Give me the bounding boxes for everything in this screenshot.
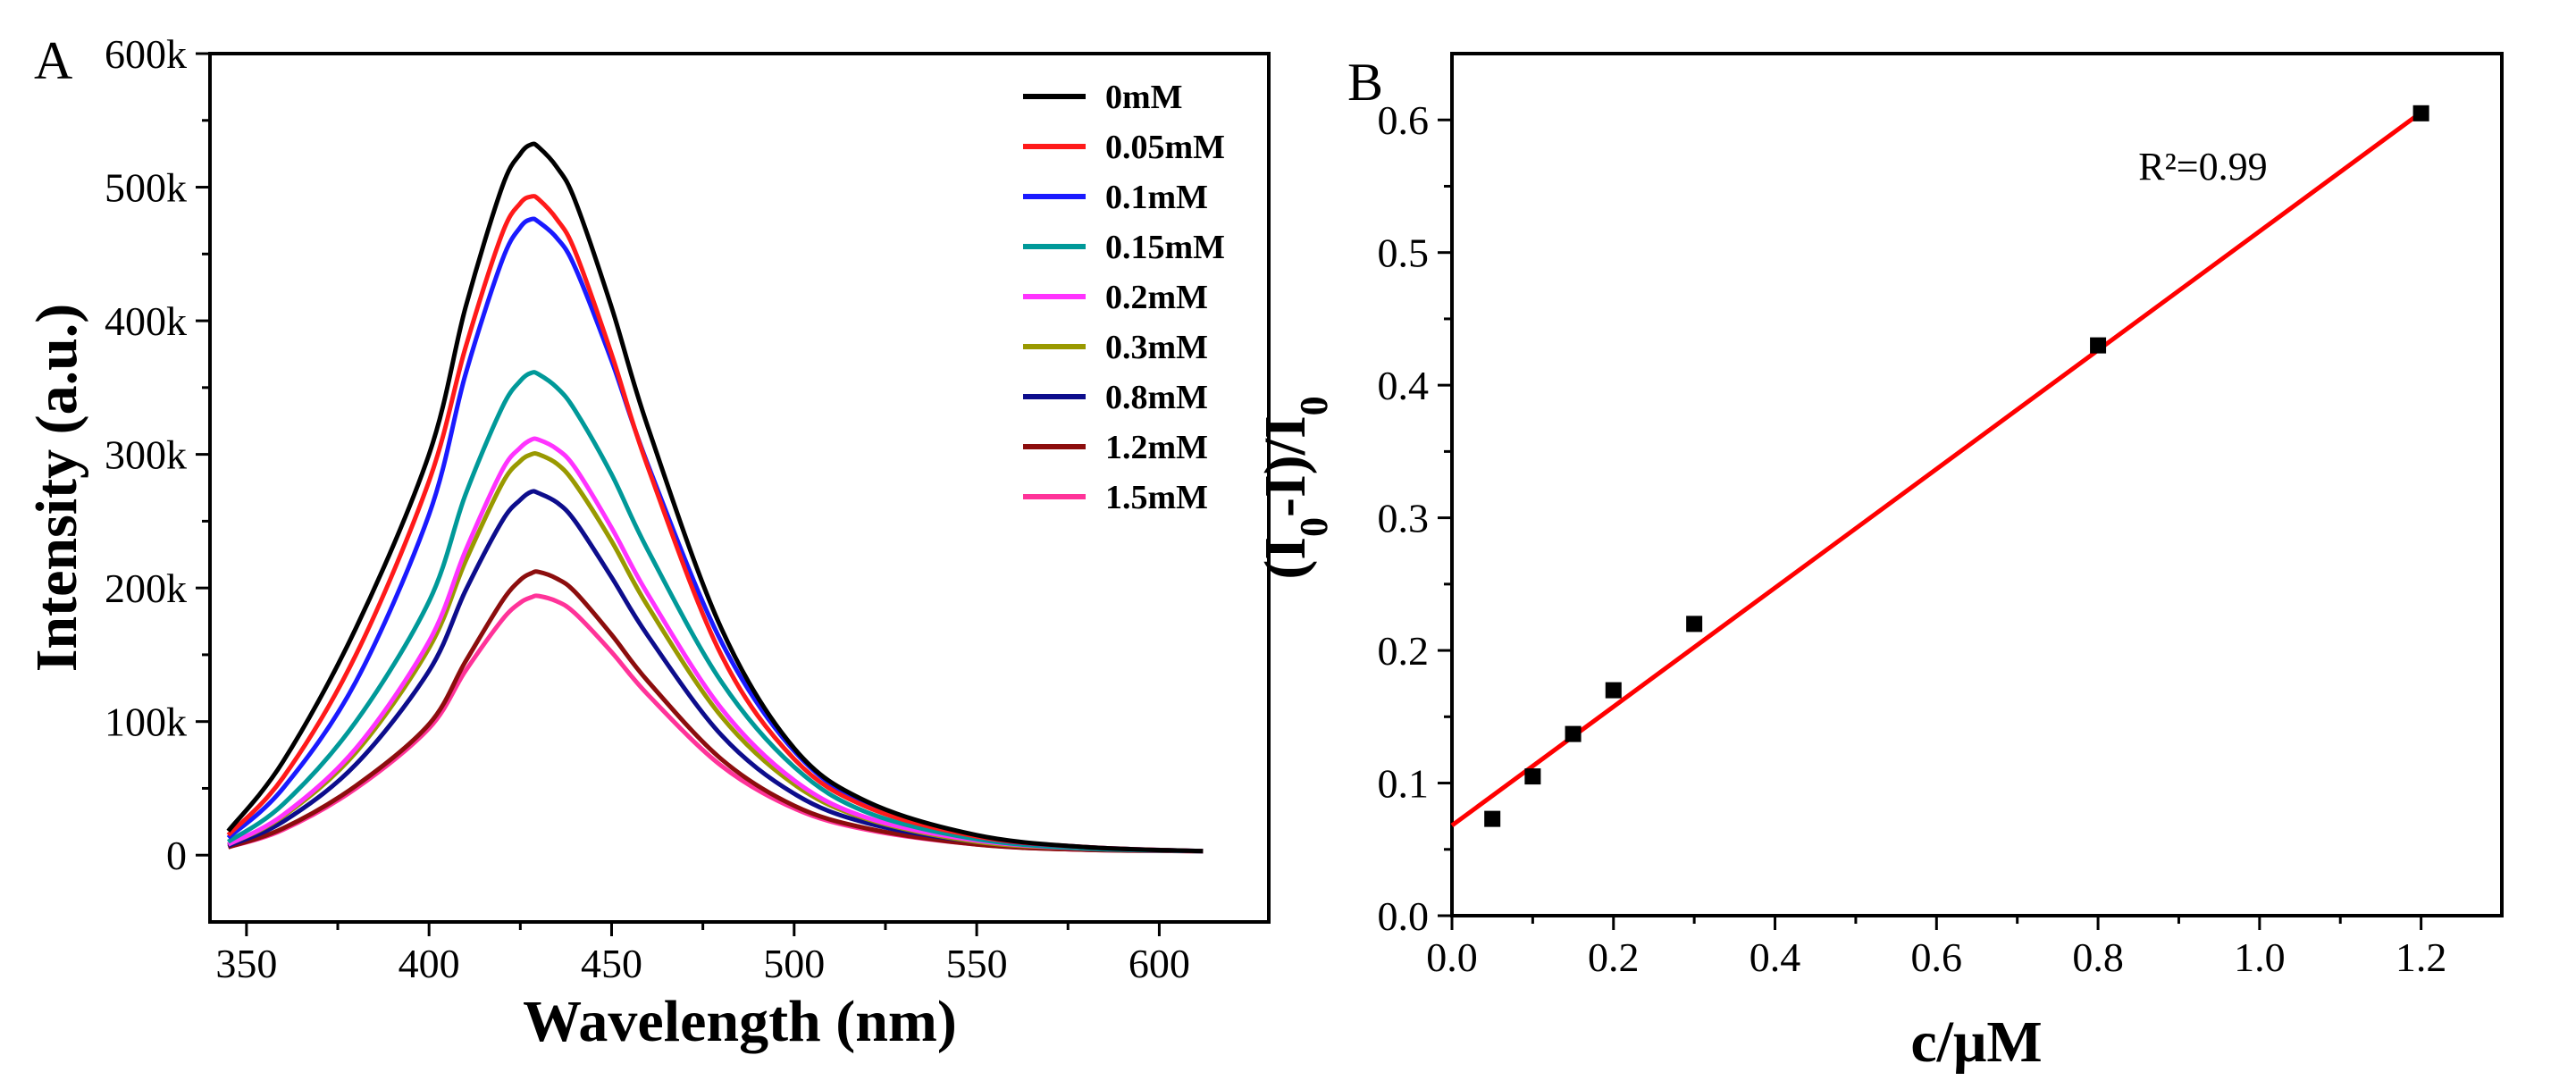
y-axis-title-a: Intensity (a.u.) <box>24 304 89 673</box>
legend-a: 0mM 0.05mM 0.1mM 0.15mM 0.2mM 0.3mM 0.8mM 1.2mM… <box>1023 79 1225 516</box>
series-line-0.05mM <box>226 194 1204 854</box>
x-tick-label-a: 450 <box>581 941 642 986</box>
x-tick-label-a: 500 <box>763 941 825 986</box>
y-tick-label-b: 0.4 <box>1378 363 1430 408</box>
fit-line-b <box>1450 110 2423 828</box>
y-tick-label-a: 500k <box>105 165 187 211</box>
series-lines-a <box>226 141 1204 854</box>
y-tick-label-b: 0.3 <box>1378 496 1430 541</box>
legend-label-0.2mM: 0.2mM <box>1105 279 1208 316</box>
legend-label-0.15mM: 0.15mM <box>1105 229 1225 266</box>
x-tick-label-a: 350 <box>215 941 277 986</box>
x-tick-label-b: 0.8 <box>2072 934 2124 980</box>
y-tick-label-b: 0.0 <box>1378 893 1430 939</box>
y-tick-label-a: 100k <box>105 699 187 745</box>
data-points-b <box>1484 105 2429 827</box>
data-point <box>1484 810 1501 827</box>
x-axis-title-a: Wavelength (nm) <box>523 989 957 1054</box>
series-line-0mM <box>226 141 1204 854</box>
y-tick-label-a: 200k <box>105 565 187 611</box>
y-tick-label-b: 0.6 <box>1378 97 1430 143</box>
x-tick-label-b: 0.2 <box>1588 934 1640 980</box>
data-point <box>2412 105 2429 121</box>
axes-a: 350 400 450 500 550 600 0 100k 200k 300k 400k 500k 6… <box>105 31 1190 986</box>
plot-frame-b <box>1450 52 2504 917</box>
x-tick-label-a: 400 <box>399 941 460 986</box>
y-tick-label-a: 600k <box>105 31 187 77</box>
series-line-1.2mM <box>227 569 1204 854</box>
data-point <box>1565 725 1582 742</box>
x-tick-label-a: 550 <box>946 941 1008 986</box>
data-point <box>1605 682 1622 699</box>
axes-b: 0.0 0.2 0.4 0.6 0.8 1.0 1.2 0.0 0.1 0.2 0.3 0.4 0.5 0… <box>1378 97 2447 980</box>
legend-label-0.8mM: 0.8mM <box>1105 379 1208 416</box>
data-point <box>2090 337 2107 354</box>
chart-a: A 350 400 450 500 550 600 0 100k 200k 300k 400k 500… <box>24 31 1271 1054</box>
series-line-0.3mM <box>227 451 1204 854</box>
legend-label-0.3mM: 0.3mM <box>1105 329 1208 366</box>
y-tick-label-a: 400k <box>105 298 187 344</box>
panel-b-label: B <box>1347 53 1383 112</box>
legend-label-0.05mM: 0.05mM <box>1105 129 1225 166</box>
series-line-0.15mM <box>226 370 1204 854</box>
y-tick-label-a: 300k <box>105 432 187 478</box>
r-squared-annotation: R²=0.99 <box>2138 145 2267 188</box>
plot-frame-a <box>208 52 1271 924</box>
legend-label-0mM: 0mM <box>1105 79 1183 116</box>
y-tick-label-b: 0.2 <box>1378 628 1430 674</box>
data-point <box>1686 616 1703 632</box>
y-tick-label-b: 0.1 <box>1378 761 1430 807</box>
series-line-0.2mM <box>227 436 1204 854</box>
y-axis-title-b: (I0-I)/I0 <box>1253 396 1336 579</box>
legend-label-0.1mM: 0.1mM <box>1105 179 1208 216</box>
y-tick-label-a: 0 <box>166 833 187 878</box>
x-tick-label-b: 1.2 <box>2396 934 2447 980</box>
y-tick-label-b: 0.5 <box>1378 230 1430 276</box>
x-tick-label-b: 1.0 <box>2234 934 2286 980</box>
chart-b: B 0.0 0.2 0.4 0.6 0.8 1.0 1.20.00.10.20.30.40.… <box>1253 52 2504 1075</box>
legend-label-1.5mM: 1.5mM <box>1105 479 1208 516</box>
x-tick-label-b: 0.4 <box>1749 934 1801 980</box>
panel-a-label: A <box>34 31 72 90</box>
linear-fit-line <box>1450 110 2423 828</box>
x-axis-title-b: c/μM <box>1910 1009 2042 1075</box>
data-point <box>1524 768 1541 785</box>
x-tick-label-b: 0.0 <box>1426 934 1478 980</box>
x-tick-label-a: 600 <box>1129 941 1190 986</box>
legend-label-1.2mM: 1.2mM <box>1105 429 1208 466</box>
x-tick-label-b: 0.6 <box>1911 934 1963 980</box>
